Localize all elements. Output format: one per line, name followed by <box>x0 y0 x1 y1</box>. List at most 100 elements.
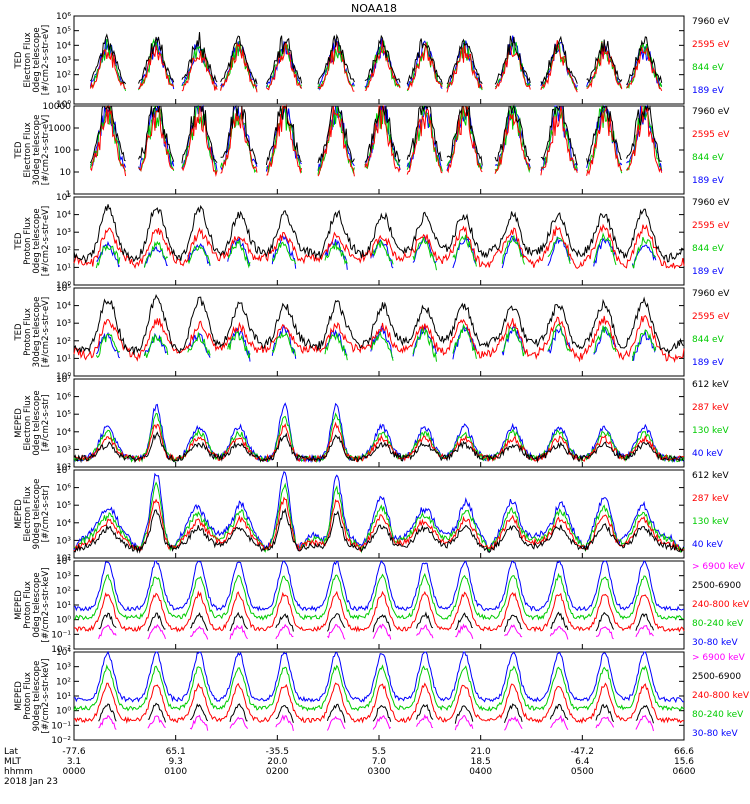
y-axis-label-line: 0deg telescope <box>32 208 42 273</box>
y-axis-label-line: [#/cm2-s-str-eV] <box>41 206 51 276</box>
legend-entry: 2595 eV <box>692 312 730 322</box>
series-7960-ev <box>89 104 662 166</box>
legend-entry: 130 keV <box>692 517 729 527</box>
y-tick-label: 10² <box>56 586 71 596</box>
panel-legend: 612 keV 287 keV 130 keV 40 keV <box>692 471 729 550</box>
y-tick-label: 10² <box>56 246 71 256</box>
y-axis-label-line: Electron Flux <box>23 395 33 450</box>
y-axis-label-line: MEPED <box>14 499 24 529</box>
chart-title: NOAA18 <box>351 2 397 15</box>
x-row-label: MLT <box>4 757 22 767</box>
legend-entry: 130 keV <box>692 426 729 436</box>
series-2500-6900 <box>98 702 654 724</box>
x-tick-label: 20.0 <box>267 757 287 767</box>
date-label: 2018 Jan 23 <box>4 777 58 787</box>
y-tick-label: 10¹ <box>56 601 71 611</box>
panel-legend: > 6900 keV 2500-6900 240-800 keV 80-240 keV… <box>692 653 750 739</box>
y-axis-label-line: 0deg telescope <box>32 390 42 455</box>
legend-entry: 189 eV <box>692 86 725 96</box>
y-tick-label: 1 <box>65 190 71 200</box>
x-tick-label: 3.1 <box>67 757 81 767</box>
y-axis-label-line: 30deg telescope <box>32 297 42 368</box>
panel-legend: > 6900 keV 2500-6900 240-800 keV 80-240 keV… <box>692 562 750 648</box>
panel-4: 10⁰ 10¹ 10² 10³ 10⁴ 10⁵ TED Proton Flux 30deg te… <box>14 284 730 382</box>
series--6900-kev <box>98 713 654 732</box>
series-2500-6900 <box>98 611 654 633</box>
legend-entry: 612 keV <box>692 380 729 390</box>
y-tick-label: 10⁰ <box>56 616 71 626</box>
series-7960-ev <box>73 204 685 264</box>
y-axis-label-line: Electron Flux <box>23 122 33 177</box>
y-axis-label-line: [#/cm2-s-str-keV] <box>41 568 51 643</box>
y-axis-label: TED Proton Flux 0deg telescope [#/cm2-s-str… <box>14 206 51 276</box>
y-tick-label: 10¹ <box>56 85 71 95</box>
legend-entry: 7960 eV <box>692 17 730 27</box>
y-tick-label: 10⁴ <box>56 519 71 529</box>
y-axis-label-line: 90deg telescope <box>32 661 42 732</box>
y-tick-label: 10⁷ <box>56 466 71 476</box>
x-tick-label: 0300 <box>368 767 391 777</box>
y-axis-label-line: [#/cm2-s-str] <box>41 395 51 452</box>
y-tick-label: 10² <box>56 554 71 564</box>
y-tick-label: 10⁷ <box>56 375 71 385</box>
y-axis-label-line: [#/cm2-s-str] <box>41 486 51 543</box>
y-tick-label: 10³ <box>56 319 71 329</box>
panel-legend: 7960 eV 2595 eV 844 eV 189 eV <box>692 107 730 186</box>
panel-8: 10⁻² 10⁻¹ 10⁰ 10¹ 10² 10³ 10⁴ MEPED Proton Flux 9… <box>14 648 750 746</box>
series-844-ev <box>95 323 657 362</box>
y-tick-label: 10² <box>56 337 71 347</box>
legend-entry: 287 keV <box>692 494 729 504</box>
y-axis-label-line: MEPED <box>14 681 24 711</box>
legend-entry: 30-80 keV <box>692 638 738 648</box>
panel-legend: 7960 eV 2595 eV 844 eV 189 eV <box>692 17 730 96</box>
x-tick-label: 0000 <box>63 767 86 777</box>
panel-legend: 7960 eV 2595 eV 844 eV 189 eV <box>692 198 730 277</box>
y-tick-label: 10⁵ <box>56 284 71 294</box>
y-tick-label: 10⁵ <box>56 501 71 511</box>
y-tick-label: 10⁰ <box>56 100 71 110</box>
y-axis-label-line: 90deg telescope <box>32 479 42 550</box>
y-tick-label: 10⁵ <box>56 27 71 37</box>
y-tick-label: 10⁵ <box>56 193 71 203</box>
y-tick-label: 10⁶ <box>56 12 71 22</box>
y-tick-label: 10³ <box>56 445 71 455</box>
y-tick-label: 10⁴ <box>56 557 71 567</box>
y-axis-label-line: [#/cm2-s-str-eV] <box>41 115 51 185</box>
y-axis-label-line: 0deg telescope <box>32 572 42 637</box>
legend-entry: 189 eV <box>692 176 725 186</box>
y-axis-label-line: Proton Flux <box>23 308 33 356</box>
series-240-800-kev <box>73 682 685 724</box>
panel-frame <box>73 469 685 559</box>
x-tick-label: 9.3 <box>169 757 183 767</box>
series-30-80-kev <box>73 559 685 613</box>
y-tick-label: 10⁴ <box>56 211 71 221</box>
x-tick-label: 0500 <box>571 767 594 777</box>
y-tick-label: 100 <box>54 146 71 156</box>
legend-entry: > 6900 keV <box>692 653 746 663</box>
x-tick-label: 6.4 <box>575 757 590 767</box>
x-tick-label: 0400 <box>469 767 492 777</box>
y-tick-label: 10⁴ <box>56 648 71 658</box>
x-tick-label: 66.6 <box>674 747 694 757</box>
series-612-kev <box>73 507 685 554</box>
legend-entry: 612 keV <box>692 471 729 481</box>
series-612-kev <box>73 431 685 464</box>
panel-3: 10⁰ 10¹ 10² 10³ 10⁴ 10⁵ TED Proton Flux 0deg tel… <box>14 193 730 291</box>
y-tick-label: 10³ <box>56 572 71 582</box>
y-tick-label: 10⁶ <box>56 484 71 494</box>
series-844-ev <box>95 232 657 271</box>
x-tick-label: 0600 <box>673 767 696 777</box>
legend-entry: 40 keV <box>692 449 724 459</box>
legend-entry: 7960 eV <box>692 198 730 208</box>
y-tick-label: 10⁻¹ <box>51 630 71 640</box>
y-axis-label-line: TED <box>14 141 24 160</box>
y-axis-label: TED Proton Flux 30deg telescope [#/cm2-s-st… <box>14 297 51 368</box>
y-tick-label: 10 <box>60 168 72 178</box>
legend-entry: 7960 eV <box>692 107 730 117</box>
legend-entry: 2500-6900 <box>692 581 741 591</box>
y-tick-label: 10⁰ <box>56 372 71 382</box>
y-tick-label: 10⁶ <box>56 393 71 403</box>
x-tick-label: 5.5 <box>372 747 386 757</box>
